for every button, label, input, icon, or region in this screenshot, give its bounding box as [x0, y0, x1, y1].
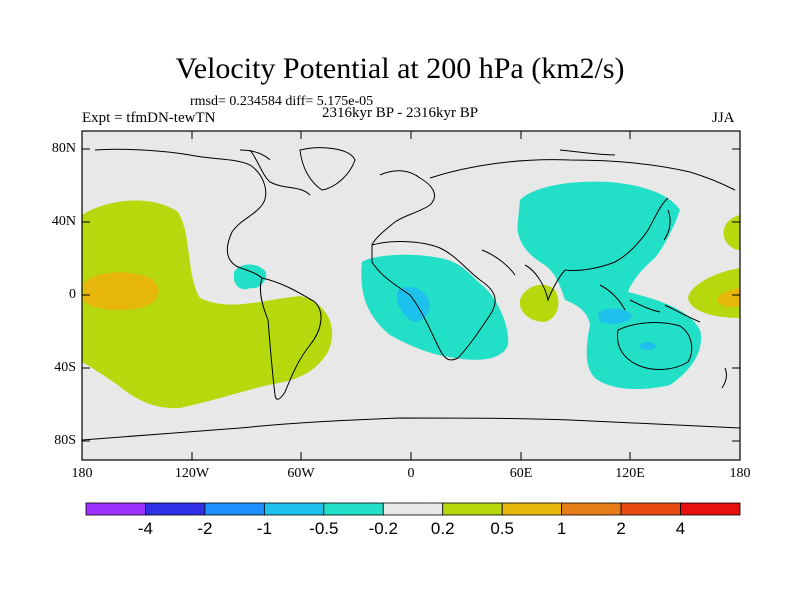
colorbar-label: -0.5 [309, 519, 339, 538]
y-label-40s: 40S [54, 360, 76, 375]
pacific-positive-core [84, 272, 159, 310]
asia-negative-region [517, 181, 702, 390]
colorbar-swatch [263, 502, 325, 516]
colorbar-label: -1 [256, 519, 272, 538]
colorbar-swatch [145, 502, 206, 516]
colorbar-label: -0.2 [368, 519, 398, 538]
colorbar [85, 502, 741, 516]
colorbar-label: 0.2 [430, 519, 455, 538]
colorbar-label: 4 [675, 519, 686, 538]
x-label-120w: 120W [174, 466, 210, 481]
x-label-60e: 60E [509, 466, 533, 481]
colorbar-swatch [382, 502, 444, 516]
x-ticks [81, 131, 741, 460]
colorbar-label: 2 [616, 519, 626, 538]
stats-text: rmsd= 0.234584 diff= 5.175e-05 [190, 94, 374, 109]
y-label-0: 0 [69, 287, 76, 302]
x-label-180w: 180 [71, 466, 93, 481]
period-label: 2316kyr BP - 2316kyr BP [322, 105, 479, 121]
colorbar-label: 1 [556, 519, 567, 538]
coastlines [81, 147, 741, 441]
northeast-corner-positive [723, 215, 740, 250]
y-label-40n: 40N [51, 214, 76, 229]
season-label: JJA [712, 110, 735, 126]
indian-ocean-positive [519, 284, 559, 322]
y-ticks [82, 148, 740, 442]
pacific-positive-region [82, 200, 333, 409]
colorbar-swatch [501, 502, 563, 516]
x-label-180e: 180 [729, 466, 751, 481]
map-title: Velocity Potential at 200 hPa (km2/s) [175, 52, 625, 85]
dateline-east-positive-core [717, 288, 740, 308]
colorbar-swatch [442, 502, 503, 516]
x-label-0: 0 [407, 466, 415, 481]
colorbar-label: -2 [197, 519, 213, 538]
colorbar-swatch [204, 502, 265, 516]
central-america-negative [234, 264, 267, 290]
y-label-80n: 80N [51, 141, 76, 156]
experiment-label: Expt = tfmDN-tewTN [82, 110, 216, 126]
colorbar-swatch [561, 502, 622, 516]
colorbar-swatch [85, 502, 146, 516]
africa-negative-region [361, 254, 509, 360]
colorbar-swatch [680, 502, 741, 516]
colorbar-label: -4 [137, 519, 154, 538]
australia-negative-core [640, 341, 656, 351]
x-label-60w: 60W [287, 466, 315, 481]
y-label-80s: 80S [54, 433, 76, 448]
maritime-negative-core [598, 308, 632, 324]
x-label-120e: 120E [615, 466, 645, 481]
colorbar-swatch [620, 502, 681, 516]
colorbar-swatch [323, 502, 384, 516]
colorbar-label: 0.5 [490, 519, 514, 538]
